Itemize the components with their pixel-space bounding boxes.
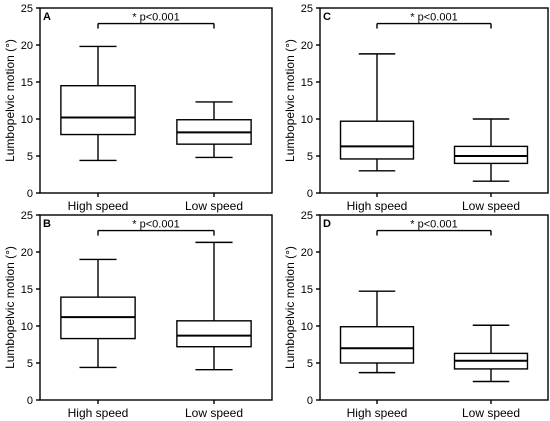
plot-frame [319,7,549,194]
panel-a: 0 5 10 15 20 25 Lumbopelvic motion (°) A High sp… [3,3,273,213]
x-tick-label: Low speed [185,199,243,213]
panel-d: 0 5 10 15 20 25 Lumbopelvic motion (°) D High sp… [283,210,549,420]
y-tick-label: 25 [301,210,313,222]
x-tick-label: High speed [347,199,408,213]
x-tick-label: High speed [68,199,129,213]
y-tick-label: 0 [27,395,33,407]
y-tick-label: 5 [307,358,313,370]
significance-bracket: * p<0.001 [376,219,492,236]
y-tick-label: 15 [21,284,33,296]
significance-label: * p<0.001 [410,12,457,24]
y-tick-label: 20 [21,247,33,259]
x-tick-label: Low speed [462,199,520,213]
y-tick-label: 0 [27,188,33,200]
y-tick-label: 5 [27,151,33,163]
y-tick-label: 15 [21,77,33,89]
y-tick-label: 10 [301,321,313,333]
y-tick-label: 10 [301,114,313,126]
iqr-box [339,120,415,160]
panel-letter: A [43,11,51,23]
y-tick-label: 10 [21,114,33,126]
box-0 [339,53,415,172]
y-tick-label: 15 [301,284,313,296]
y-axis-label: Lumbopelvic motion (°) [283,246,297,369]
plot-frame [39,214,273,401]
x-tick-label: Low speed [185,406,243,420]
iqr-box [339,326,415,364]
plot-frame [319,214,549,401]
panel-letter: D [323,218,331,230]
y-tick-label: 25 [21,210,33,222]
iqr-box [176,320,252,348]
y-tick-label: 25 [301,3,313,15]
box-1 [453,118,529,182]
plot-frame [39,7,273,194]
y-axis-label: Lumbopelvic motion (°) [283,39,297,162]
box-0 [60,258,136,369]
significance-label: * p<0.001 [132,219,179,231]
y-tick-label: 20 [21,40,33,52]
box-0 [60,45,136,162]
y-tick-label: 20 [301,40,313,52]
box-1 [453,324,529,383]
iqr-box [453,145,529,165]
significance-bracket: * p<0.001 [97,12,215,29]
box-1 [176,101,252,159]
y-tick-label: 25 [21,3,33,15]
y-tick-label: 5 [307,151,313,163]
y-tick-label: 5 [27,358,33,370]
box-0 [339,290,415,374]
y-tick-label: 0 [307,188,313,200]
box-1 [176,241,252,371]
significance-label: * p<0.001 [410,219,457,231]
y-tick-label: 10 [21,321,33,333]
y-axis-label: Lumbopelvic motion (°) [3,39,17,162]
x-tick-label: Low speed [462,406,520,420]
x-tick-label: High speed [347,406,408,420]
significance-label: * p<0.001 [132,12,179,24]
y-tick-label: 15 [301,77,313,89]
x-tick-label: High speed [68,406,129,420]
panel-letter: B [43,218,51,230]
panel-c: 0 5 10 15 20 25 Lumbopelvic motion (°) C High sp… [283,3,549,213]
y-axis-label: Lumbopelvic motion (°) [3,246,17,369]
panel-b: 0 5 10 15 20 25 Lumbopelvic motion (°) B High sp… [3,210,273,420]
significance-bracket: * p<0.001 [376,12,492,29]
significance-bracket: * p<0.001 [97,219,215,236]
y-tick-label: 0 [307,395,313,407]
panel-letter: C [323,11,331,23]
iqr-box [60,84,136,136]
y-tick-label: 20 [301,247,313,259]
